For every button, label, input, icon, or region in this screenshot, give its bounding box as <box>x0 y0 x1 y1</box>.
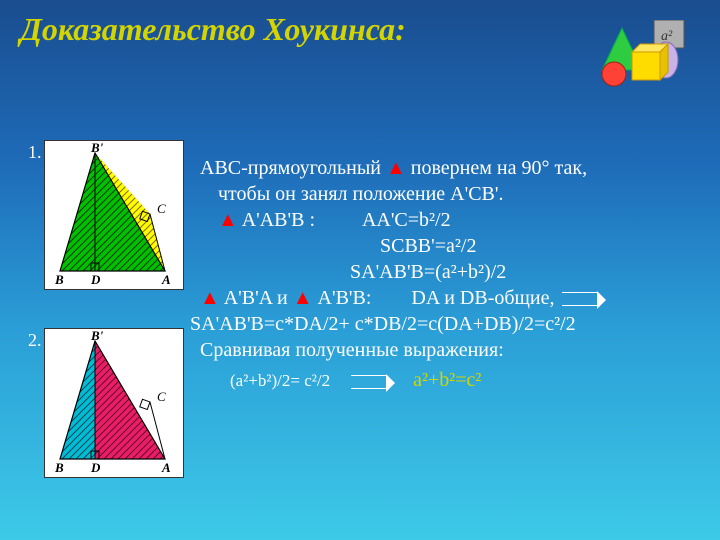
t-l2: чтобы он занял положение A'CB'. <box>200 181 710 207</box>
triangle-icon: ▲ <box>386 157 406 179</box>
proof-text: ABC-прямоугольный ▲ повернем на 90° так,… <box>200 155 710 393</box>
figure2: B' C B D A <box>44 328 184 478</box>
corner-shapes-deco: a² <box>596 20 696 90</box>
svg-text:A: A <box>161 272 171 287</box>
t-l6b: A'B'B: <box>313 287 372 309</box>
t-l4: SCBB'=a²/2 <box>200 233 710 259</box>
figure1: B' C B D A <box>44 140 184 290</box>
svg-text:B': B' <box>90 329 104 343</box>
svg-text:D: D <box>90 460 101 475</box>
svg-text:D: D <box>90 272 101 287</box>
svg-text:B: B <box>54 272 64 287</box>
t-l6a: A'B'A и <box>220 287 293 309</box>
t-l3a: A'AB'B : <box>238 209 315 231</box>
t-l9b: a²+b²=c² <box>413 369 481 391</box>
t-l8: Сравнивая полученные выражения: <box>200 337 710 363</box>
arrow-right-icon <box>351 375 387 389</box>
triangle-icon: ▲ <box>200 287 220 309</box>
svg-text:C: C <box>157 201 166 216</box>
t-l1b: повернем на 90° так, <box>406 157 587 179</box>
t-l6c: DA и DB-общие, <box>411 287 554 309</box>
triangle-icon: ▲ <box>293 287 313 309</box>
t-l7: SA'AB'B=c*DA/2+ c*DB/2=c(DA+DB)/2=c²/2 <box>190 311 710 337</box>
svg-text:B': B' <box>90 141 104 155</box>
figure2-label: 2. <box>28 330 42 351</box>
figure1-label: 1. <box>28 142 42 163</box>
svg-text:A: A <box>161 460 171 475</box>
t-l1a: ABC-прямоугольный <box>200 157 386 179</box>
t-l9a: (a²+b²)/2= c²/2 <box>230 371 330 390</box>
triangle-icon: ▲ <box>218 209 238 231</box>
t-l3b: AA'C=b²/2 <box>362 209 451 231</box>
svg-text:C: C <box>157 389 166 404</box>
arrow-right-icon <box>562 292 598 306</box>
t-l5: SA'AB'B=(a²+b²)/2 <box>200 259 710 285</box>
svg-text:B: B <box>54 460 64 475</box>
